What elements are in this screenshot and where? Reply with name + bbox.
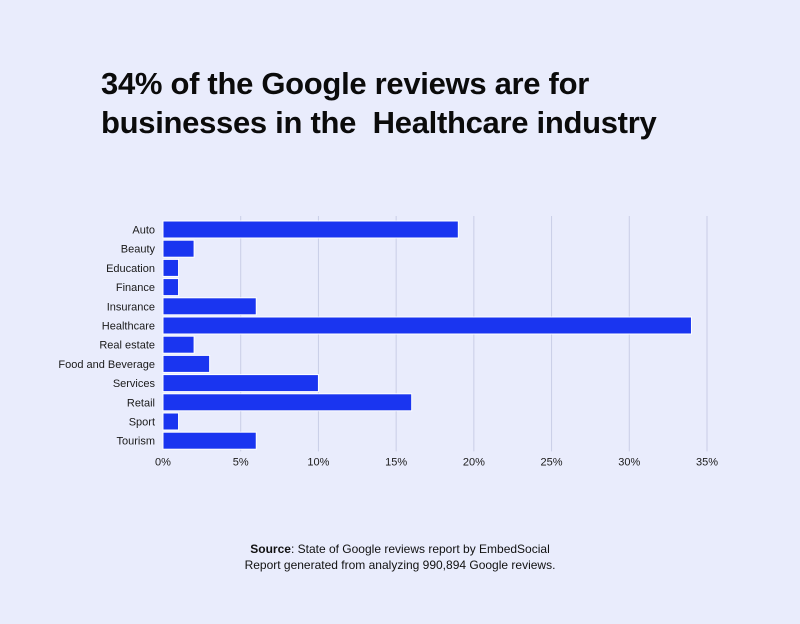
x-tick-label: 35% [696,456,718,468]
chart-title: 34% of the Google reviews are for busine… [101,64,761,142]
category-label: Auto [132,225,155,237]
category-label: Real estate [99,340,155,352]
bar [162,374,319,393]
x-tick-label: 0% [155,456,171,468]
bar [162,354,211,373]
category-label: Tourism [116,436,155,448]
category-label: Sport [129,417,155,429]
bar [162,316,692,335]
category-labels: Auto Beauty Education Finance Insurance Healt… [58,225,155,448]
x-tick-label: 15% [385,456,407,468]
bar [162,220,459,239]
category-label: Healthcare [102,321,155,333]
x-tick-label: 30% [618,456,640,468]
bar-chart: Auto Beauty Education Finance Insurance Healt… [58,216,718,468]
x-tick-label: 25% [541,456,563,468]
x-tick-labels: 0% 5% 10% 15% 20% 25% 30% 35% [155,456,718,468]
category-label: Food and Beverage [58,359,155,371]
bar [162,278,180,297]
bar [162,431,257,450]
bar [162,393,413,412]
category-label: Finance [116,282,155,294]
chart-title-line-2: businesses in the Healthcare industry [101,105,657,140]
bar [162,412,180,431]
x-tick-label: 20% [463,456,485,468]
category-label: Education [106,263,155,275]
x-tick-label: 5% [233,456,249,468]
bar [162,297,257,316]
report-note: Report generated from analyzing 990,894 … [244,558,556,572]
bars [162,220,692,450]
source-line: Source: State of Google reviews report b… [0,541,800,557]
category-label: Insurance [107,301,155,313]
source-text: : State of Google reviews report by Embe… [290,542,550,556]
source-label: Source [250,542,291,556]
bar [162,335,195,354]
bar [162,258,180,277]
category-label: Beauty [121,244,156,256]
chart-title-line-1: 34% of the Google reviews are for [101,66,589,101]
category-label: Services [113,378,156,390]
x-tick-label: 10% [307,456,329,468]
source-note: Source: State of Google reviews report b… [0,541,800,573]
category-label: Retail [127,397,155,409]
bar [162,239,195,258]
